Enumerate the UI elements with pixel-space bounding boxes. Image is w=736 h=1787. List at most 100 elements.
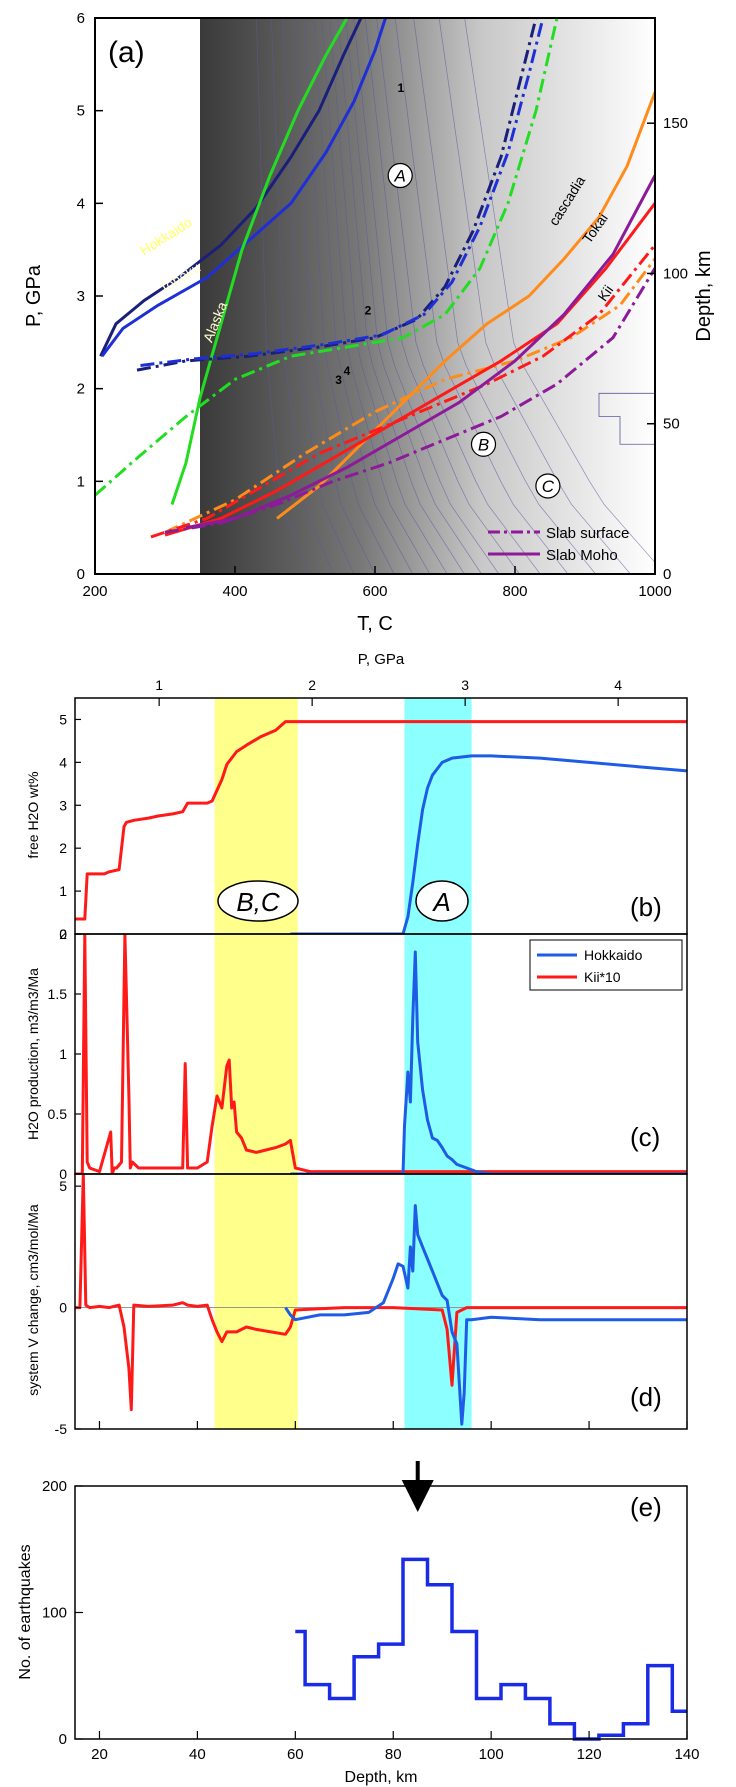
contour-line (304, 18, 395, 574)
y-tick-label: 3 (77, 288, 85, 305)
panel-c-legend-box (529, 939, 683, 991)
region-label: B (478, 435, 489, 454)
legend-hokkaido-label: Hokkaido (584, 947, 643, 963)
y-tick-label: 5 (59, 1178, 67, 1194)
y-tick-label: 6 (77, 10, 85, 27)
pt-path-tohoku (100, 18, 387, 358)
x-tick-label: 1000 (638, 583, 671, 600)
panel-e-ylabel: No. of earthquakes (17, 1544, 34, 1679)
panel-a-y2label: Depth, km (693, 250, 715, 341)
top-tick-label: 2 (308, 677, 316, 693)
histogram-bin (501, 1685, 525, 1739)
curve-label: Kii (594, 282, 616, 304)
histogram-outline (295, 1557, 687, 1741)
pt-path-alaska (170, 18, 349, 505)
series-hokkaido (290, 950, 687, 1174)
histogram-bin (525, 1699, 549, 1739)
region-label: C (542, 477, 555, 496)
region-marker (535, 473, 561, 499)
panel-a-legend: Slab surface Slab Moho (488, 525, 629, 564)
series-hokkaido (290, 754, 687, 934)
panel-d-label: (d) (630, 1382, 662, 1412)
y-tick-label: 1 (77, 473, 85, 490)
contour-line (464, 18, 655, 563)
y-tick-label: 1.5 (48, 986, 68, 1002)
top-tick-label: 4 (614, 677, 622, 693)
pt-path-tokai-slab-surface (150, 244, 655, 539)
contour-label: 1 (398, 81, 405, 95)
y-tick-label: 2 (77, 381, 85, 398)
top-tick-label: 3 (461, 677, 469, 693)
histogram-bin (550, 1724, 574, 1739)
panel-b-label: (b) (630, 892, 662, 922)
band-bc-ellipse (217, 880, 299, 922)
curve-label: Hokkaido (137, 214, 195, 259)
x-tick-label: 400 (222, 583, 247, 600)
contour-line (321, 18, 431, 574)
contour-line (598, 392, 655, 445)
x-tick-label: 100 (479, 1746, 504, 1763)
y-tick-label: 1 (59, 883, 67, 899)
pt-path-hokkaido-slab-surface (136, 18, 538, 372)
pt-path-hokkaido (99, 18, 363, 357)
histogram-bin (379, 1644, 403, 1739)
y-tick-label: 4 (59, 754, 67, 770)
band-a-ellipse (415, 880, 469, 922)
series-kii-10 (75, 934, 687, 1174)
band-bc-label: B,C (236, 887, 280, 917)
y-tick-label: 0 (59, 1731, 67, 1748)
band-a-label: A (431, 887, 450, 917)
y2-tick-label: 50 (663, 416, 680, 433)
dehydration-bands (214, 698, 472, 1429)
x-tick-label: 800 (502, 583, 527, 600)
top-tick-label: 1 (155, 677, 163, 693)
y-tick-label: 0 (59, 1300, 67, 1316)
x-tick-label: 140 (674, 1746, 699, 1763)
panel-e-label: (e) (630, 1492, 662, 1522)
y-tick-label: -5 (55, 1421, 68, 1437)
y2-tick-label: 0 (663, 566, 671, 583)
panel-a-label: (a) (108, 36, 145, 69)
y2-tick-label: 100 (663, 265, 688, 282)
pt-path-kii (185, 174, 655, 530)
histogram-bin (403, 1559, 427, 1739)
contour-line (271, 18, 334, 574)
curve-label: Tohoku (156, 259, 203, 296)
x-tick-label: 20 (91, 1746, 108, 1763)
y-tick-label: 0.5 (48, 1106, 68, 1122)
y2-tick-label: 150 (663, 115, 688, 132)
legend-kii-label: Kii*10 (584, 969, 621, 985)
panel-d-frame (74, 1173, 688, 1430)
x-tick-label: 40 (189, 1746, 206, 1763)
histogram-bin (295, 1631, 305, 1739)
x-tick-label: 80 (385, 1746, 402, 1763)
band-a (404, 698, 472, 1429)
y-tick-label: 0 (59, 926, 67, 942)
y-tick-label: 200 (42, 1478, 67, 1495)
y-tick-label: 4 (77, 195, 85, 212)
contour-line (256, 18, 310, 574)
legend-slab-moho-label: Slab Moho (546, 547, 618, 564)
y-tick-label: 2 (59, 926, 67, 942)
slab-pt-paths (95, 18, 655, 539)
histogram-bin (623, 1724, 647, 1739)
y-tick-label: 3 (59, 797, 67, 813)
pt-path-alaska-slab-surface (95, 18, 559, 497)
contour-line (329, 18, 448, 574)
y-tick-label: 0 (77, 566, 85, 583)
contour-line (337, 18, 465, 574)
panel-a-ylabel: P, GPa (23, 264, 45, 327)
histogram-bin (476, 1699, 500, 1739)
free-h2o-lines (75, 720, 687, 934)
contour-line (376, 18, 541, 574)
contour-line (345, 18, 482, 574)
y-tick-label: 5 (59, 711, 67, 727)
h2o-production-lines (75, 934, 687, 1174)
y-tick-label: 100 (42, 1605, 67, 1622)
region-label: A (394, 167, 406, 186)
histogram-bin (305, 1685, 329, 1739)
histogram-bin (452, 1631, 476, 1739)
